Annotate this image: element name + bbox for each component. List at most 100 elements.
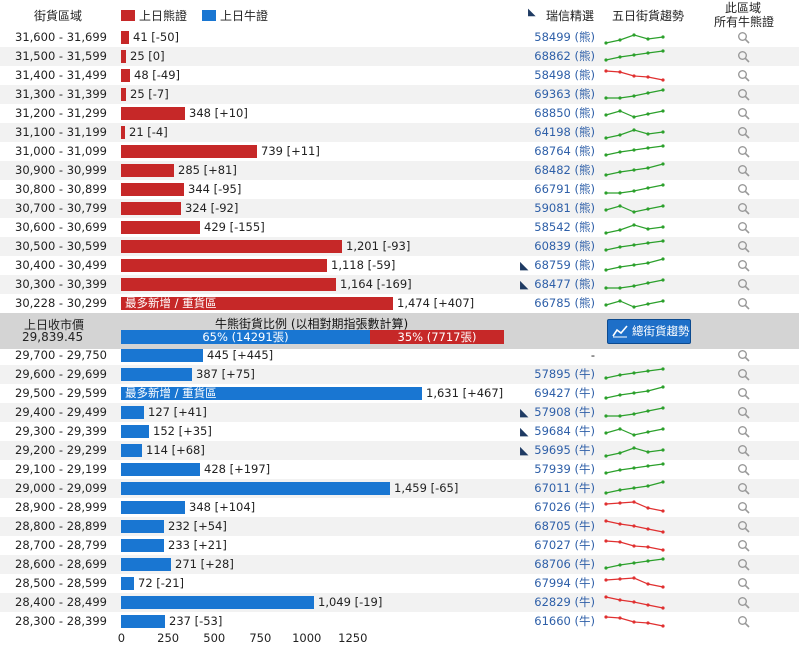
warrant-code-link[interactable]: 59684 (牛) [534, 424, 595, 438]
magnifier-icon[interactable] [737, 596, 750, 609]
bull-bar[interactable] [121, 501, 185, 514]
warrant-code-link[interactable]: 58498 (熊) [534, 68, 595, 82]
bear-bar[interactable] [121, 50, 126, 63]
bear-bar[interactable] [121, 107, 185, 120]
warrant-code-link[interactable]: 68850 (熊) [534, 106, 595, 120]
bull-bar[interactable] [121, 539, 164, 552]
warrant-code-link[interactable]: 67026 (牛) [534, 500, 595, 514]
magnifier-icon[interactable] [737, 615, 750, 628]
bear-bar[interactable] [121, 31, 129, 44]
warrant-code-link[interactable]: 68477 (熊) [534, 277, 595, 291]
magnifier-icon[interactable] [737, 520, 750, 533]
total-trend-button[interactable]: 總街貨趨勢 [607, 319, 691, 344]
warrant-code-link[interactable]: 57939 (牛) [534, 462, 595, 476]
magnifier-icon[interactable] [737, 259, 750, 272]
value-label: 114 [+68] [146, 443, 205, 457]
warrant-code-link[interactable]: 68764 (熊) [534, 144, 595, 158]
magnifier-icon[interactable] [737, 50, 750, 63]
magnifier-icon[interactable] [737, 69, 750, 82]
warrant-code-link[interactable]: 66791 (熊) [534, 182, 595, 196]
bull-bar[interactable] [121, 463, 200, 476]
warrant-code-link[interactable]: 60839 (熊) [534, 239, 595, 253]
hot-zone-label: 最多新增 / 重貨區 [125, 386, 217, 400]
magnifier-icon[interactable] [737, 482, 750, 495]
bull-bar[interactable] [121, 425, 149, 438]
warrant-code-link[interactable]: 57908 (牛) [534, 405, 595, 419]
warrant-code-link[interactable]: 68862 (熊) [534, 49, 595, 63]
magnifier-icon[interactable] [737, 577, 750, 590]
warrant-code-link[interactable]: 68759 (熊) [534, 258, 595, 272]
warrant-code-link[interactable]: 68705 (牛) [534, 519, 595, 533]
magnifier-icon[interactable] [737, 107, 750, 120]
magnifier-icon[interactable] [737, 240, 750, 253]
bull-row: 29,300 - 29,399 152 [+35] ◣ 59684 (牛) [0, 422, 799, 441]
magnifier-icon[interactable] [737, 145, 750, 158]
magnifier-icon[interactable] [737, 406, 750, 419]
bull-bar[interactable]: 最多新增 / 重貨區 [121, 387, 422, 400]
warrant-code-link[interactable]: 58499 (熊) [534, 30, 595, 44]
warrant-code-link[interactable]: 57895 (牛) [534, 367, 595, 381]
magnifier-icon[interactable] [737, 126, 750, 139]
magnifier-icon[interactable] [737, 31, 750, 44]
warrant-code-link[interactable]: 59695 (牛) [534, 443, 595, 457]
warrant-code-link[interactable]: 68482 (熊) [534, 163, 595, 177]
magnifier-icon[interactable] [737, 501, 750, 514]
bear-bar[interactable] [121, 221, 200, 234]
total-trend-label: 總街貨趨勢 [632, 324, 690, 338]
warrant-code-link[interactable]: 67994 (牛) [534, 576, 595, 590]
bull-bar[interactable] [121, 406, 144, 419]
magnifier-icon[interactable] [737, 349, 750, 362]
warrant-code-link[interactable]: 67011 (牛) [534, 481, 595, 495]
bear-bar[interactable] [121, 164, 174, 177]
bull-bar[interactable] [121, 558, 171, 571]
warrant-code-link[interactable]: 59081 (熊) [534, 201, 595, 215]
trend-sparkline [604, 539, 665, 552]
bear-bar[interactable] [121, 88, 126, 101]
bull-bar[interactable] [121, 615, 165, 628]
warrant-code-link[interactable]: 58542 (熊) [534, 220, 595, 234]
warrant-code-link[interactable]: 64198 (熊) [534, 125, 595, 139]
warrant-code-link[interactable]: 62829 (牛) [534, 595, 595, 609]
value-label: 344 [-95] [188, 182, 242, 196]
warrant-code-link[interactable]: 67027 (牛) [534, 538, 595, 552]
bull-bar[interactable] [121, 482, 390, 495]
bear-bar[interactable] [121, 126, 125, 139]
magnifier-icon[interactable] [737, 88, 750, 101]
bull-bar[interactable] [121, 444, 142, 457]
magnifier-icon[interactable] [737, 221, 750, 234]
magnifier-icon[interactable] [737, 539, 750, 552]
bear-bar[interactable] [121, 145, 257, 158]
magnifier-icon[interactable] [737, 164, 750, 177]
warrant-code-link[interactable]: 69427 (牛) [534, 386, 595, 400]
magnifier-icon[interactable] [737, 425, 750, 438]
range-label: 29,100 - 29,199 [15, 462, 107, 476]
magnifier-icon[interactable] [737, 463, 750, 476]
bear-bar[interactable] [121, 69, 130, 82]
bear-bar[interactable] [121, 278, 336, 291]
magnifier-icon[interactable] [737, 368, 750, 381]
magnifier-icon[interactable] [737, 444, 750, 457]
bull-bar[interactable] [121, 349, 203, 362]
value-label: 429 [-155] [204, 220, 265, 234]
bull-bar[interactable] [121, 577, 134, 590]
magnifier-icon[interactable] [737, 202, 750, 215]
magnifier-icon[interactable] [737, 278, 750, 291]
magnifier-icon[interactable] [737, 297, 750, 310]
bull-bar[interactable] [121, 520, 164, 533]
bear-bar[interactable]: 最多新增 / 重貨區 [121, 297, 393, 310]
warrant-code-link[interactable]: 66785 (熊) [534, 296, 595, 310]
warrant-code-link[interactable]: 61660 (牛) [534, 614, 595, 628]
bear-bar[interactable] [121, 240, 342, 253]
magnifier-icon[interactable] [737, 558, 750, 571]
bull-bar[interactable] [121, 596, 314, 609]
warrant-code-link[interactable]: 68706 (牛) [534, 557, 595, 571]
bear-bar[interactable] [121, 202, 181, 215]
bear-bar[interactable] [121, 259, 327, 272]
bull-bar[interactable] [121, 368, 192, 381]
trend-sparkline [604, 576, 665, 589]
bear-bar[interactable] [121, 183, 184, 196]
warrant-code-link[interactable]: 69363 (熊) [534, 87, 595, 101]
magnifier-icon[interactable] [737, 183, 750, 196]
range-label: 28,300 - 28,399 [15, 614, 107, 628]
magnifier-icon[interactable] [737, 387, 750, 400]
